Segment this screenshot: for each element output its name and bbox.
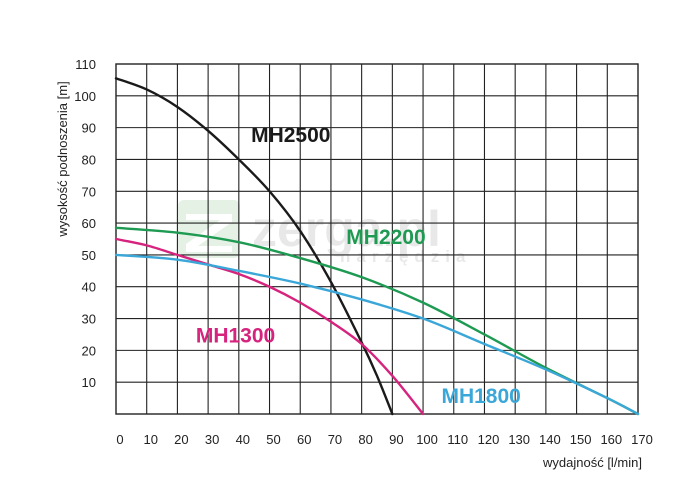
watermark: zerga.pl narzędzia [178, 200, 471, 266]
x-tick-label: 150 [570, 432, 592, 447]
x-tick-label: 140 [539, 432, 561, 447]
watermark-text: zerga.pl [252, 201, 441, 257]
series-label-mh2500: MH2500 [251, 124, 330, 147]
watermark-logo-icon [178, 200, 240, 258]
y-tick-labels: 10 20 30 40 50 60 70 80 90 100 110 [74, 57, 96, 390]
series-label-mh1800: MH1800 [441, 385, 520, 408]
x-tick-label: 100 [416, 432, 438, 447]
x-tick-label: 90 [389, 432, 403, 447]
series-labels: MH2500 MH2200 MH1300 MH1800 [196, 124, 521, 408]
x-tick-label: 30 [205, 432, 219, 447]
watermark-subtext: narzędzia [340, 247, 471, 266]
x-tick-label: 0 [116, 432, 123, 447]
x-tick-label: 20 [174, 432, 188, 447]
x-tick-label: 160 [600, 432, 622, 447]
y-tick-label: 80 [82, 152, 96, 167]
y-tick-label: 90 [82, 121, 96, 136]
y-tick-label: 30 [82, 312, 96, 327]
y-tick-label: 10 [82, 375, 96, 390]
y-tick-label: 20 [82, 343, 96, 358]
y-tick-label: 50 [82, 248, 96, 263]
y-axis-label: wysokość podnoszenia [m] [55, 81, 70, 237]
x-tick-label: 80 [358, 432, 372, 447]
x-tick-label: 60 [297, 432, 311, 447]
series-line-mh2500 [114, 77, 394, 416]
x-tick-label: 170 [631, 432, 653, 447]
y-tick-label: 60 [82, 216, 96, 231]
x-tick-label: 50 [266, 432, 280, 447]
x-tick-label: 110 [447, 432, 468, 447]
series-lines [114, 77, 640, 416]
y-tick-label: 100 [74, 89, 96, 104]
x-tick-label: 120 [478, 432, 500, 447]
series-line-mh1800 [114, 253, 640, 416]
y-tick-label: 110 [75, 57, 96, 72]
x-tick-label: 70 [328, 432, 342, 447]
x-tick-labels: 0 10 20 30 40 50 60 70 80 90 100 110 120 130 140 150 160… [116, 432, 652, 447]
x-tick-label: 10 [143, 432, 157, 447]
x-tick-label: 130 [508, 432, 530, 447]
grid [115, 63, 639, 415]
series-label-mh2200: MH2200 [346, 226, 425, 249]
y-tick-label: 70 [82, 184, 96, 199]
series-label-mh1300: MH1300 [196, 324, 275, 347]
y-tick-label: 40 [82, 280, 96, 295]
x-tick-label: 40 [236, 432, 250, 447]
x-axis-label: wydajność [l/min] [542, 455, 642, 470]
series-line-mh1300 [114, 237, 425, 416]
